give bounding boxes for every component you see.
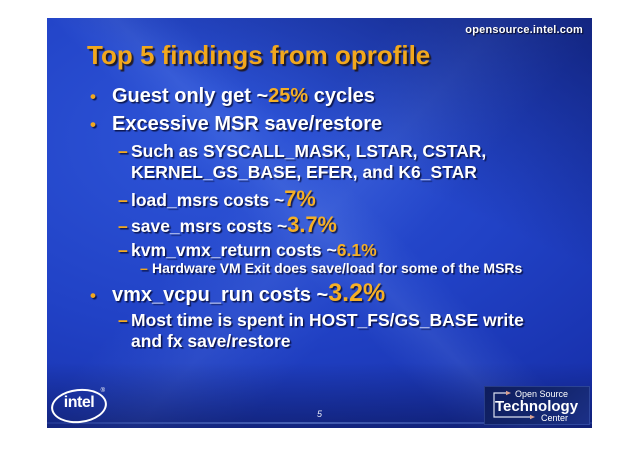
dash-icon: – (118, 239, 128, 260)
bullet-excessive-msr-text: Excessive MSR save/restore (112, 113, 383, 136)
subbullet-load-msrs: – load_msrs costs ~7% (87, 188, 585, 211)
bullet-text-segment: Guest only get ~ (112, 85, 269, 108)
subbullet-kvm-vmx-return: – kvm_vmx_return costs ~6.1% (87, 240, 585, 261)
bullet-dot-icon: • (90, 115, 96, 135)
percent-value: 25% (268, 85, 309, 108)
ostc-open-source-label: Open Source (515, 389, 569, 399)
page-title: Top 5 findings from oprofile (87, 40, 431, 70)
percent-value: 7% (284, 186, 316, 212)
ostc-technology-label: Technology (495, 398, 579, 415)
bullet-text-segment: load_msrs costs ~ (131, 190, 285, 211)
subbullet-kvm-vmx-return-text: kvm_vmx_return costs ~6.1% (131, 240, 377, 261)
bullet-vmx-vcpu-run: • vmx_vcpu_run costs ~3.2% (87, 278, 585, 308)
bullet-dot-icon: • (90, 285, 96, 305)
bullet-guest-cycles: • Guest only get ~25% cycles (87, 83, 585, 109)
subbullet-such-as-text: Such as SYSCALL_MASK, LSTAR, CSTAR, KERN… (131, 141, 487, 182)
footer-divider (47, 422, 592, 424)
dash-icon: – (140, 260, 148, 277)
subsubbullet-hardware-vm-exit: – Hardware VM Exit does save/load for so… (87, 260, 585, 277)
registered-mark-icon: ® (100, 388, 105, 394)
bullet-dot-icon: • (90, 87, 96, 107)
bullet-excessive-msr: • Excessive MSR save/restore (87, 111, 585, 137)
bullet-text-segment: vmx_vcpu_run costs ~ (112, 283, 329, 306)
percent-value: 3.2% (328, 278, 386, 307)
intel-logo-word: intel (63, 394, 95, 411)
percent-value: 6.1% (336, 239, 377, 260)
bullet-text-segment: save_msrs costs ~ (131, 216, 288, 237)
bullet-text-segment: cycles (308, 85, 375, 108)
bullet-guest-cycles-text: Guest only get ~25% cycles (112, 83, 375, 109)
site-url-label: opensource.intel.com (465, 24, 583, 36)
subbullet-save-msrs: – save_msrs costs ~3.7% (87, 214, 585, 237)
dash-icon: – (118, 190, 128, 211)
intel-logo: intel ® (49, 386, 109, 426)
ostc-bracket-arrows-icon (493, 390, 535, 420)
percent-value: 3.7% (287, 212, 337, 238)
subbullet-most-time-text: Most time is spent in HOST_FS/GS_BASE wr… (131, 309, 524, 351)
slide-content: Top 5 findings from oprofile • Guest onl… (87, 40, 585, 351)
slide-canvas: opensource.intel.com Top 5 findings from… (47, 18, 592, 428)
bullet-vmx-vcpu-run-text: vmx_vcpu_run costs ~3.2% (112, 278, 386, 308)
subbullet-load-msrs-text: load_msrs costs ~7% (131, 188, 316, 211)
dash-icon: – (118, 309, 128, 330)
subbullet-save-msrs-text: save_msrs costs ~3.7% (131, 214, 337, 237)
dash-icon: – (118, 216, 128, 237)
page-number: 5 (316, 409, 323, 419)
subbullet-such-as-msrs: – Such as SYSCALL_MASK, LSTAR, CSTAR, KE… (87, 141, 585, 182)
open-source-technology-center-logo: Open Source Technology Center (484, 386, 590, 425)
subsubbullet-hardware-vm-exit-text: Hardware VM Exit does save/load for some… (152, 260, 523, 277)
bullet-text-segment: kvm_vmx_return costs ~ (131, 239, 337, 260)
subbullet-most-time: – Most time is spent in HOST_FS/GS_BASE … (87, 310, 585, 351)
ostc-center-label: Center (541, 413, 569, 423)
dash-icon: – (118, 141, 128, 162)
